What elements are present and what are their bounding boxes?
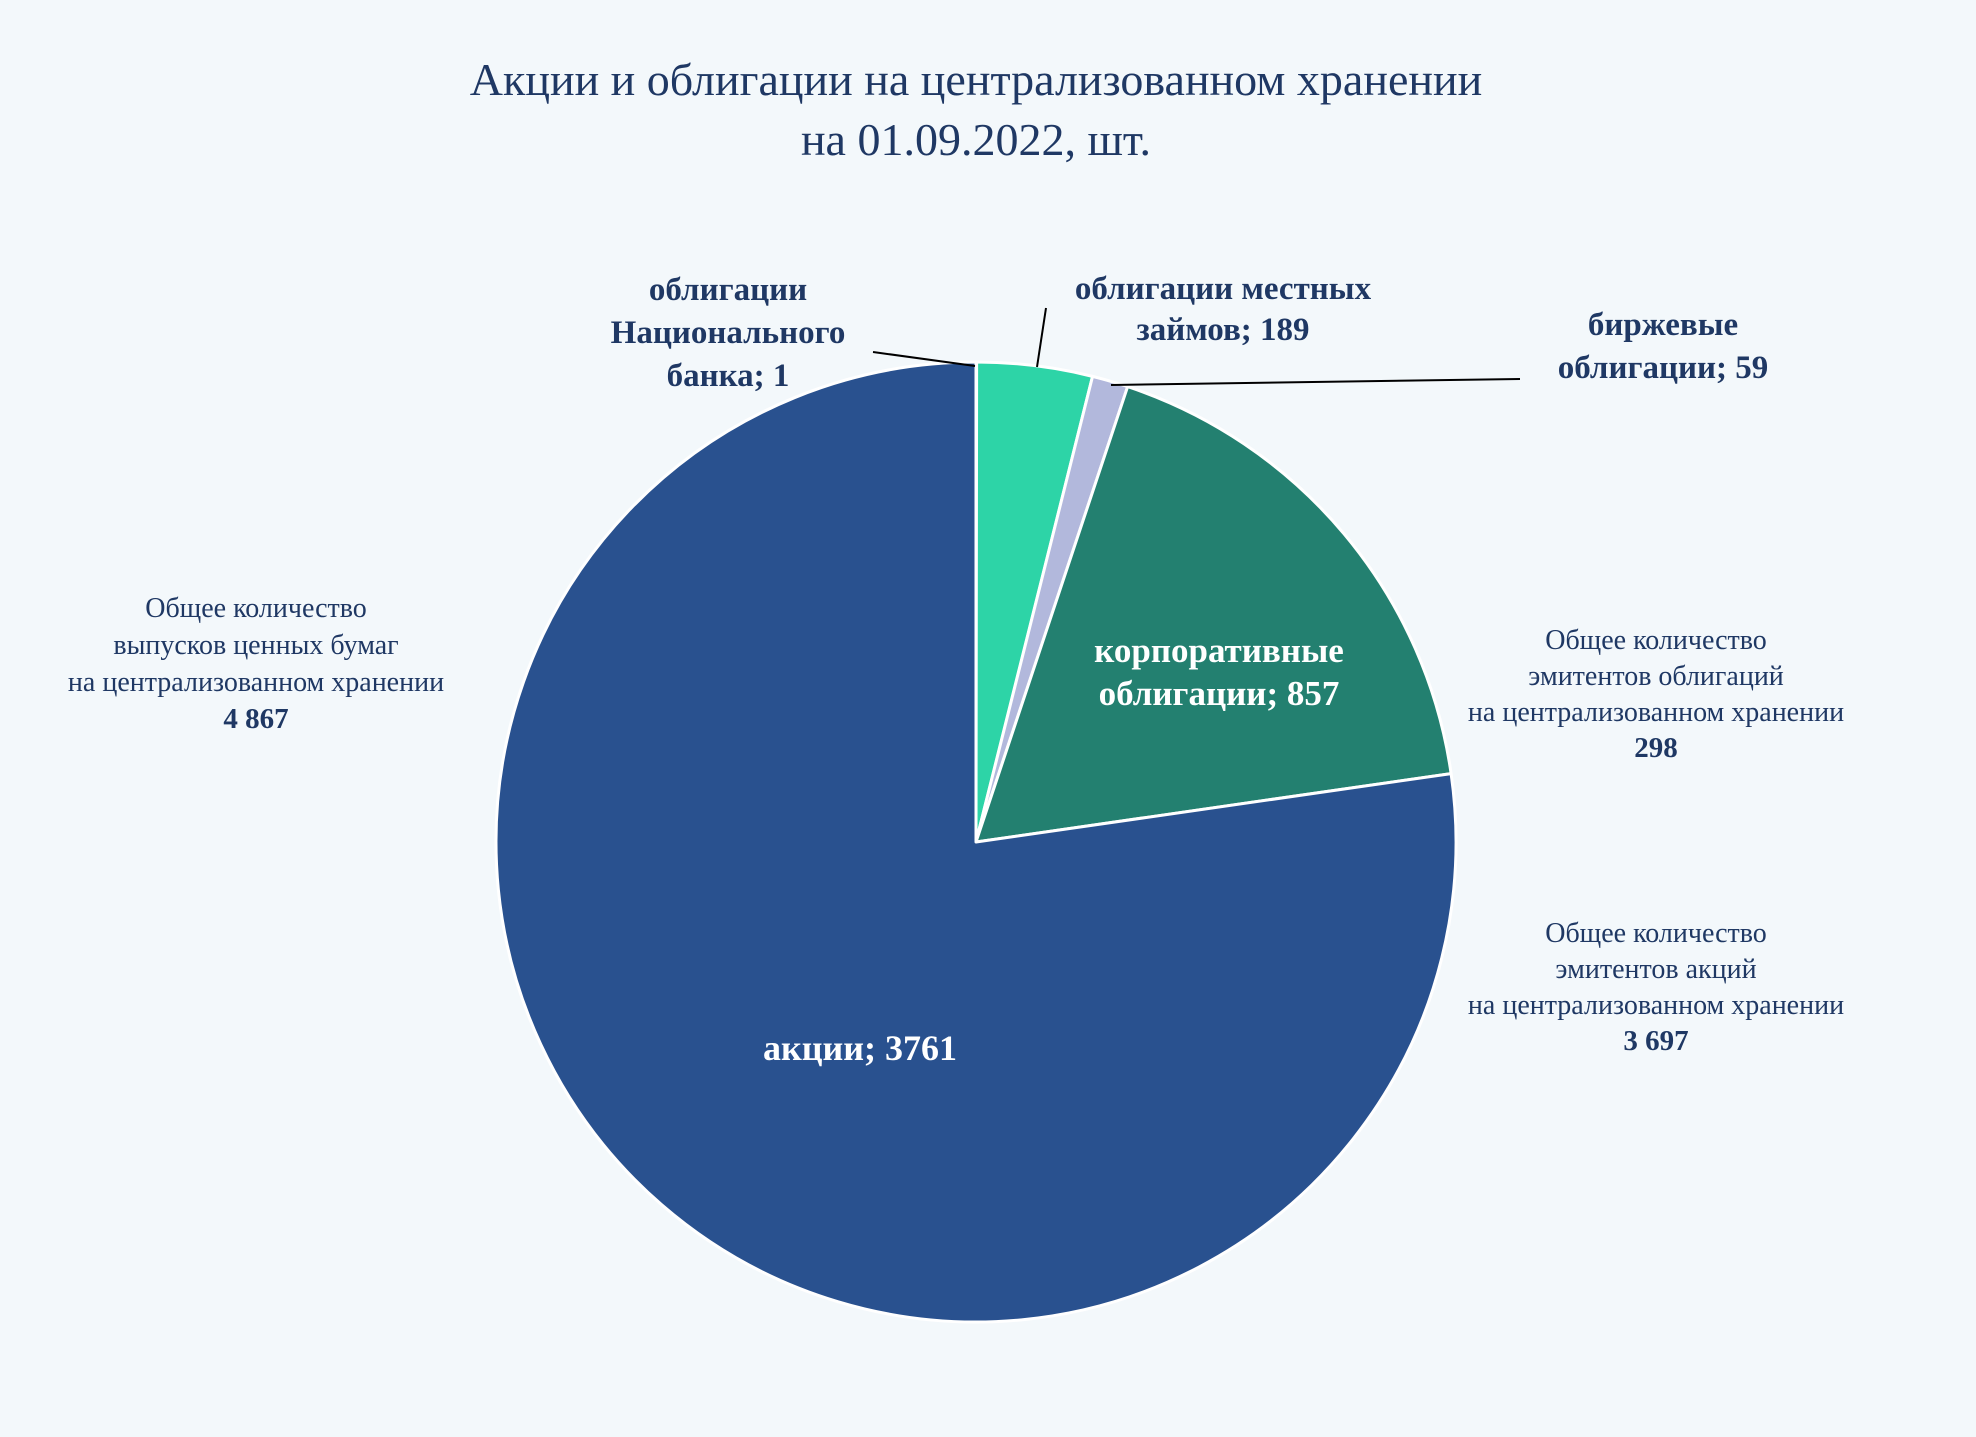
annotation-line: выпусков ценных бумаг [113,630,398,661]
annotation-bond-issuers: Общее количество эмитентов облигаций на це… [1468,625,1844,764]
slice-label-line: биржевые [1588,307,1738,343]
slice-label-line: акции; 3761 [763,1028,957,1068]
annotation-line: Общее количество [1545,918,1767,949]
slice-label-nb-bonds: облигации Национального банка; 1 [611,272,846,394]
slice-label-local-bonds: облигации местных займов; 189 [1075,271,1372,348]
slice-label-line: облигации; 59 [1558,350,1768,386]
annotation-line: эмитентов акций [1555,954,1756,985]
pie-slice-shares [494,360,1458,1324]
slice-label-line: банка; 1 [667,358,790,394]
leader-line-nb-bonds [872,351,976,367]
annotation-line: на централизованном хранении [1468,990,1844,1021]
annotation-line: Общее количество [145,593,367,624]
pie-slices [494,360,1458,1324]
slice-label-line: корпоративные [1094,631,1344,670]
leader-lines [872,307,1521,386]
annotation-value: 3 697 [1623,1025,1688,1057]
leader-line-exchange-bonds [1110,378,1521,386]
slice-label-line: облигации; 857 [1099,674,1340,713]
slice-label-corporate-bonds: корпоративные облигации; 857 [1094,631,1344,713]
chart-title-line-1: Акции и облигации на централизованном хр… [470,54,1482,105]
annotation-line: Общее количество [1545,625,1767,656]
pie-slice-corporate-bonds [974,385,1453,844]
annotation-line: на централизованном хранении [68,667,444,698]
slice-label-line: облигации [649,272,807,308]
leader-line-local-bonds [1036,307,1047,368]
side-annotations: Общее количество выпусков ценных бумаг на … [68,593,1844,1057]
annotation-line: на централизованном хранении [1468,697,1844,728]
slice-label-exchange-bonds: биржевые облигации; 59 [1558,307,1768,386]
annotation-value: 4 867 [223,703,288,735]
chart-title-line-2: на 01.09.2022, шт. [801,114,1151,165]
annotation-line: эмитентов облигаций [1528,661,1784,692]
annotation-share-issuers: Общее количество эмитентов акций на центра… [1468,918,1844,1057]
slice-label-line: займов; 189 [1136,312,1309,348]
annotation-value: 298 [1634,732,1678,764]
slice-label-line: облигации местных [1075,271,1372,307]
slice-label-line: Национального [611,315,846,351]
slice-labels: облигации Национального банка; 1 облигации … [611,271,1769,1068]
annotation-total-issues: Общее количество выпусков ценных бумаг на … [68,593,444,735]
slice-label-shares: акции; 3761 [763,1028,957,1068]
